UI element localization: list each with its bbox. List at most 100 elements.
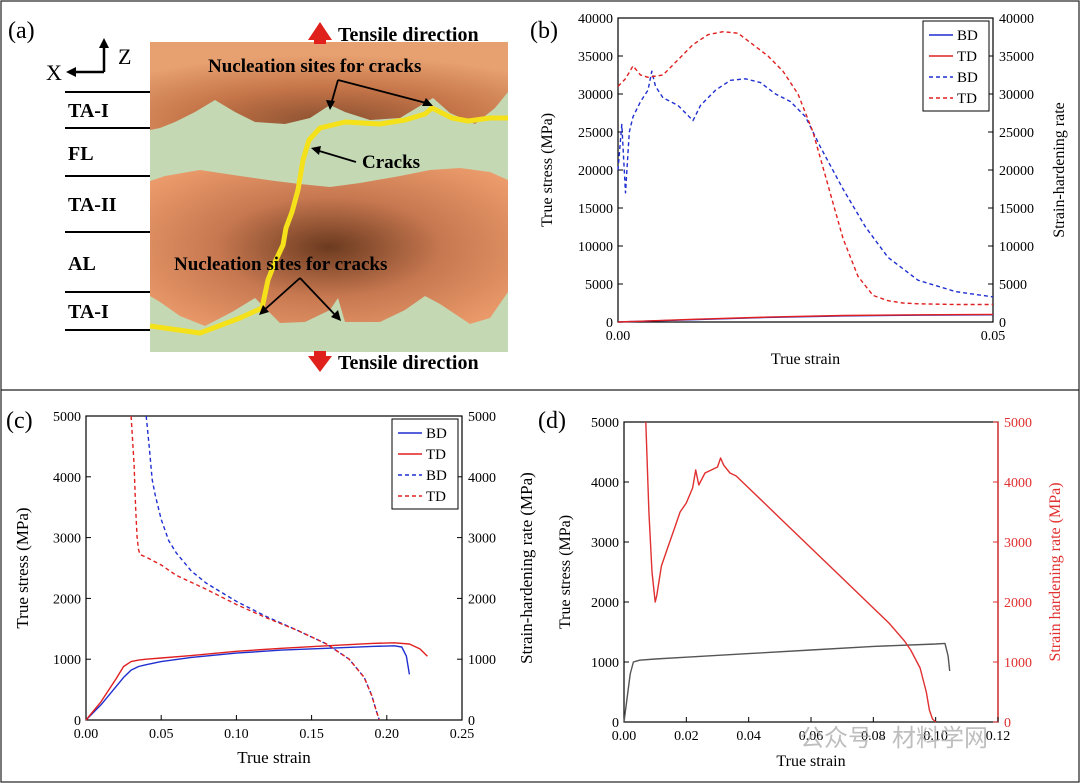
legend-label: TD	[426, 489, 446, 505]
y2-tick-label: 3000	[1004, 536, 1032, 551]
y-tick-label: 0	[74, 714, 81, 729]
panel-b-label: (b)	[530, 18, 558, 44]
x-tick-label: 0.00	[74, 727, 99, 742]
y-tick-label: 15000	[578, 202, 613, 217]
nucleation-pointers-bottom	[261, 277, 339, 319]
plot-frame	[623, 421, 999, 723]
legend-label: BD	[957, 28, 978, 44]
x-tick-label: 0.15	[299, 727, 324, 742]
tensile-arrow-down-stem	[314, 351, 326, 357]
y2-tick-label: 5000	[1004, 416, 1032, 431]
x-tick-label: 0.05	[981, 329, 1006, 344]
y2-tick-label: 2000	[1004, 596, 1032, 611]
z-axis-label: Z	[118, 44, 131, 69]
x-tick-label: 0.04	[736, 729, 761, 744]
y-tick-label: 4000	[53, 471, 81, 486]
legend-label: BD	[426, 468, 447, 484]
y2-tick-label: 15000	[999, 202, 1034, 217]
series-line-c-3	[130, 415, 380, 721]
x-tick-label: 0.12	[986, 729, 1011, 744]
x-tick-label: 0.00	[606, 329, 631, 344]
series-line-b-1	[617, 313, 994, 323]
y-tick-label: 2000	[591, 596, 619, 611]
y-tick-label: 10000	[578, 240, 613, 255]
y2-tick-label: 0	[468, 714, 475, 729]
x-axis-label: True strain	[776, 753, 845, 770]
y-tick-label: 1000	[53, 653, 81, 668]
pointer-head	[422, 98, 433, 106]
tensile-arrow-up-icon	[308, 22, 332, 44]
y2-tick-label: 3000	[468, 532, 496, 547]
z-arrow-head	[99, 38, 109, 48]
pointer-head	[311, 146, 321, 155]
y-tick-label: 1000	[591, 656, 619, 671]
crack-path	[149, 105, 508, 336]
layer-label-ta-ii: TA-II	[68, 194, 117, 216]
nucleation-label-top: Nucleation sites for cracks	[208, 56, 421, 77]
top-ta-i-grains	[150, 42, 508, 130]
y2-axis-label: Strain hardening rate (MPa)	[1047, 482, 1064, 661]
x-tick-label: 0.08	[861, 729, 886, 744]
x-tick-label: 0.00	[612, 729, 637, 744]
y-tick-label: 0	[612, 716, 619, 731]
y2-tick-label: 0	[1004, 716, 1011, 731]
legend-label: TD	[957, 91, 977, 107]
y-tick-label: 2000	[53, 592, 81, 607]
y-tick-label: 40000	[578, 12, 613, 27]
x-axis-label: True strain	[771, 351, 840, 368]
x-tick-label: 0.25	[450, 727, 475, 742]
panel-d-label: (d)	[538, 408, 566, 434]
y2-tick-label: 4000	[468, 471, 496, 486]
series-group	[623, 421, 951, 723]
y2-tick-label: 4000	[1004, 476, 1032, 491]
y-tick-label: 3000	[591, 536, 619, 551]
legend-box	[922, 20, 990, 112]
y-tick-label: 35000	[578, 50, 613, 65]
layer-label-ta-i-bottom: TA-I	[68, 301, 109, 323]
panel-a-schematic: (a) X Z TA-I FL TA-II AL	[8, 18, 508, 374]
series-line-b-3	[617, 31, 993, 306]
y-tick-label: 20000	[578, 164, 613, 179]
series-group	[85, 415, 428, 721]
cracks-pointer	[315, 149, 357, 163]
y2-tick-label: 2000	[468, 592, 496, 607]
y2-tick-label: 40000	[999, 12, 1034, 27]
axis-triad: X Z	[46, 38, 131, 85]
y2-tick-label: 1000	[468, 653, 496, 668]
y2-tick-label: 25000	[999, 126, 1034, 141]
y-tick-label: 5000	[585, 278, 613, 293]
series-group	[617, 31, 994, 323]
x-axis-label: X	[46, 60, 62, 85]
legend-label: TD	[957, 49, 977, 65]
pointer-head	[259, 305, 269, 315]
series-line-d-1	[645, 421, 937, 723]
y2-tick-label: 1000	[1004, 656, 1032, 671]
legend-label: BD	[426, 426, 447, 442]
y2-tick-label: 0	[999, 316, 1006, 331]
y-axis-label: True stress (MPa)	[557, 515, 574, 629]
tensile-arrow-down-icon	[308, 356, 332, 372]
series-line-c-2	[145, 415, 380, 721]
layer-labels: TA-I FL TA-II AL TA-I	[68, 100, 117, 323]
watermark-text: 公众号 · 材料学网	[800, 725, 988, 752]
x-tick-label: 0.20	[375, 727, 400, 742]
y-axis-label: True stress (MPa)	[13, 507, 32, 628]
y2-tick-label: 5000	[999, 278, 1027, 293]
y2-tick-label: 20000	[999, 164, 1034, 179]
tensile-direction-top: Tensile direction	[338, 24, 479, 46]
y-tick-label: 25000	[578, 126, 613, 141]
y-tick-label: 4000	[591, 476, 619, 491]
pointer-head	[331, 310, 341, 321]
x-tick-label: 0.06	[799, 729, 824, 744]
cracks-label: Cracks	[362, 152, 420, 173]
x-arrow-head	[66, 67, 76, 77]
x-axis-label: True strain	[237, 748, 311, 767]
layer-guide-lines	[65, 91, 150, 331]
legend: BD TD BD TD	[922, 20, 990, 112]
y-tick-label: 3000	[53, 532, 81, 547]
